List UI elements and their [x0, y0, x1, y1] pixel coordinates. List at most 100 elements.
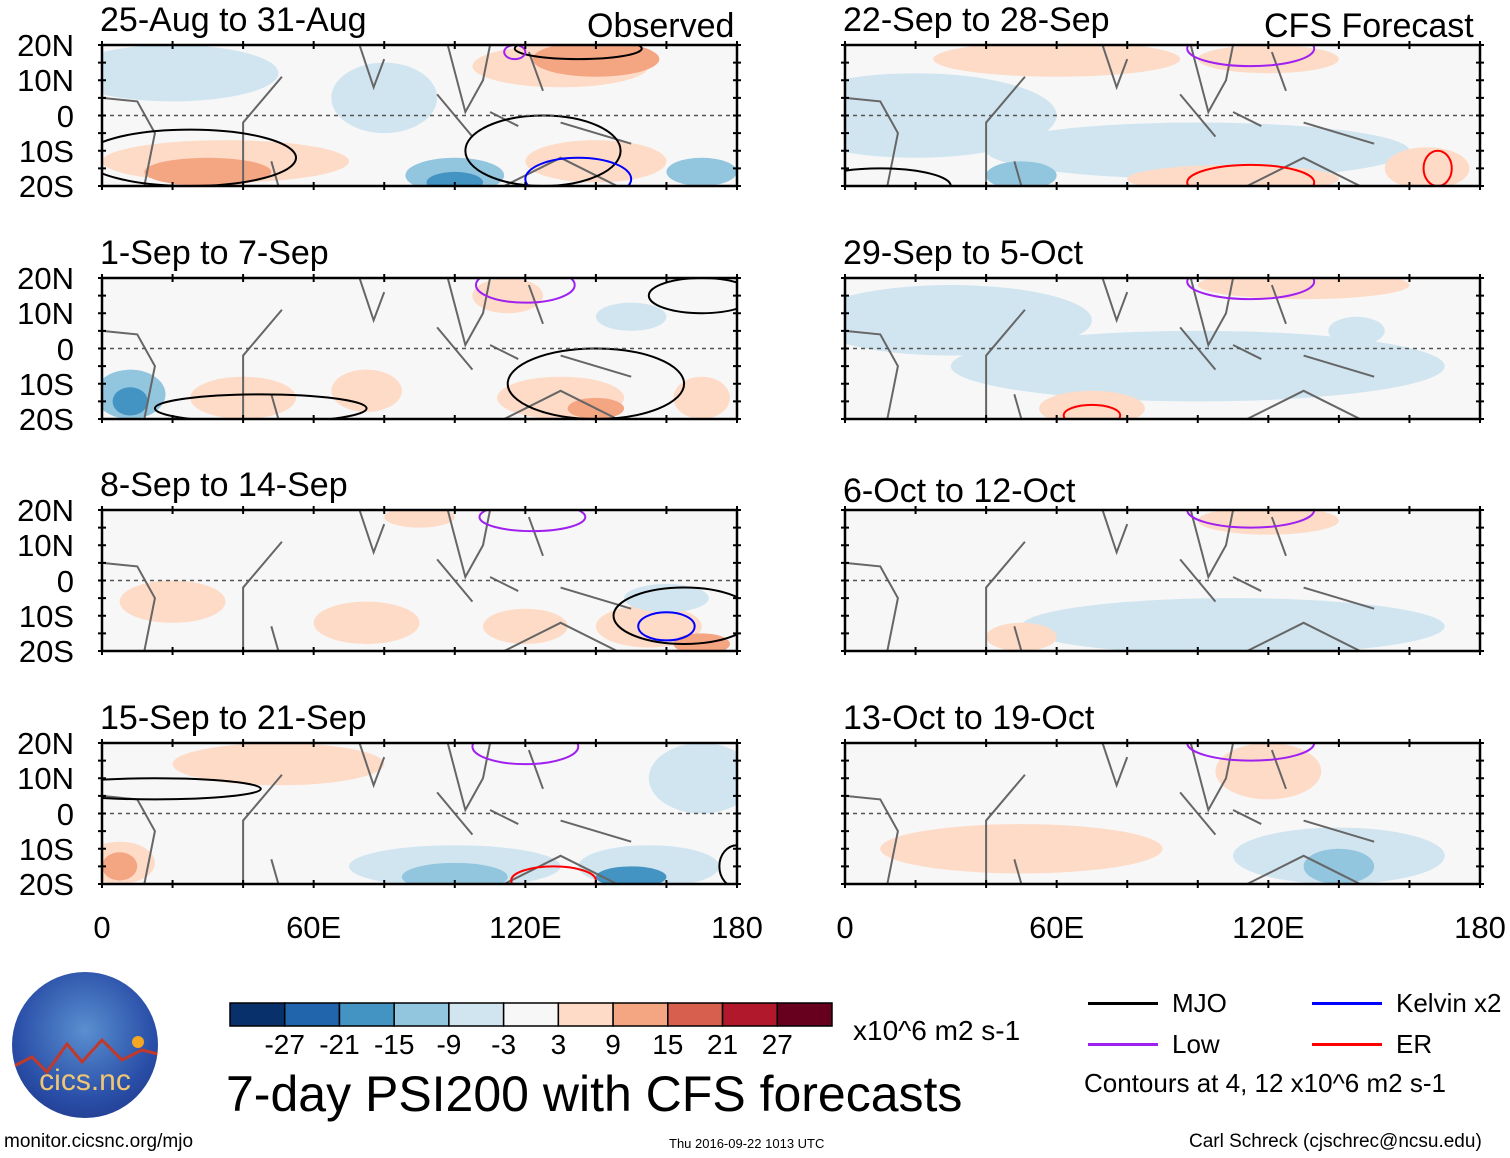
y-tick-label: 20N — [17, 493, 74, 528]
panel-title: 6-Oct to 12-Oct — [843, 472, 1076, 510]
contour-line — [102, 777, 262, 801]
panel-title: 25-Aug to 31-Aug — [100, 1, 367, 39]
legend-line — [1088, 1043, 1158, 1046]
legend-line — [1088, 1002, 1158, 1005]
map-panel — [845, 278, 1480, 419]
map-panel — [845, 510, 1480, 651]
anomaly-region — [986, 122, 1410, 179]
anomaly-region — [595, 866, 667, 884]
y-tick-label: 20S — [18, 169, 74, 204]
anomaly-region — [532, 45, 660, 77]
y-tick-label: 10N — [17, 296, 74, 332]
y-tick-label: 0 — [56, 98, 74, 134]
footer-credit: Carl Schreck (cjschrec@ncsu.edu) — [1189, 1131, 1482, 1152]
anomaly-region — [144, 157, 272, 186]
anomaly-region — [648, 743, 737, 814]
logo-text: cics.nc — [39, 1064, 131, 1097]
anomaly-region — [986, 161, 1057, 186]
map-panel — [845, 743, 1480, 884]
legend-line — [1312, 1043, 1382, 1046]
legend-line — [1312, 1002, 1382, 1005]
contour-line — [1186, 278, 1316, 301]
colorbar-tick-label: -3 — [491, 1029, 517, 1060]
anomaly-region — [331, 369, 402, 412]
colorbar-tick-label: 15 — [652, 1029, 684, 1060]
map-panel — [102, 278, 737, 419]
colorbar-units: x10^6 m2 s-1 — [853, 1015, 1021, 1046]
contour-line — [524, 156, 633, 186]
map-panel — [102, 510, 737, 651]
anomaly-region — [112, 387, 148, 416]
x-tick-label: 180 — [1454, 910, 1506, 945]
y-tick-label: 20N — [17, 726, 74, 761]
panel-title: 13-Oct to 19-Oct — [843, 699, 1095, 737]
anomaly-region — [595, 302, 667, 331]
anomaly-region — [331, 62, 438, 134]
contour-line — [637, 611, 696, 642]
anomaly-region — [845, 285, 1092, 356]
contour-line — [1186, 45, 1316, 68]
contour-line — [506, 347, 686, 419]
colorbar-tick-label: 21 — [706, 1029, 739, 1060]
contour-note: Contours at 4, 12 x10^6 m2 s-1 — [1084, 1068, 1446, 1098]
anomaly-region — [1328, 316, 1385, 345]
y-tick-label: 10N — [17, 761, 74, 797]
footer-url[interactable]: monitor.cicsnc.org/mjo — [4, 1131, 194, 1152]
anomaly-region — [401, 862, 508, 884]
panel-title: 29-Sep to 5-Oct — [843, 234, 1084, 272]
map-panel — [102, 45, 737, 186]
y-tick-label: 20N — [17, 261, 74, 296]
y-tick-label: 10S — [18, 598, 74, 634]
contour-line — [1186, 743, 1316, 762]
colorbar-tick-label: -21 — [319, 1029, 360, 1060]
y-tick-label: 20S — [18, 402, 74, 437]
legend-label: Kelvin x2 — [1396, 988, 1502, 1018]
colorbar-tick-label: 3 — [550, 1029, 567, 1060]
contour-line — [612, 586, 737, 645]
contour-line — [647, 278, 737, 315]
anomaly-region — [880, 824, 1163, 874]
y-tick-label: 10S — [18, 366, 74, 402]
anomaly-region — [525, 140, 667, 183]
y-tick-label: 10N — [17, 63, 74, 99]
cicsnc-logo: cics.nc — [12, 972, 158, 1118]
anomaly-region — [1384, 147, 1470, 186]
colorbar-tick-label: -15 — [373, 1029, 415, 1060]
anomaly-region — [384, 510, 455, 528]
colorbar-tick-label: -27 — [264, 1029, 305, 1060]
observed-label: Observed — [587, 7, 735, 45]
x-tick-label: 120E — [1232, 910, 1305, 945]
y-tick-label: 20N — [17, 28, 74, 63]
anomaly-region — [666, 157, 737, 186]
anomaly-region — [1039, 390, 1145, 419]
legend-label: Low — [1172, 1029, 1220, 1059]
anomaly-region — [472, 278, 543, 314]
anomaly-region — [426, 171, 483, 186]
anomaly-region — [1127, 164, 1339, 186]
contour-line — [1186, 163, 1316, 186]
anomaly-region — [1303, 848, 1375, 884]
panel-title: 15-Sep to 21-Sep — [100, 699, 367, 737]
anomaly-region — [624, 584, 709, 613]
anomaly-region — [313, 601, 420, 644]
forecast-label: CFS Forecast — [1264, 7, 1474, 45]
panel-title: 8-Sep to 14-Sep — [100, 466, 348, 504]
anomaly-region — [102, 45, 279, 102]
y-tick-label: 10S — [18, 831, 74, 867]
x-tick-label: 0 — [93, 910, 111, 945]
legend-label: MJO — [1172, 988, 1227, 1018]
panel-title: 22-Sep to 28-Sep — [843, 1, 1110, 39]
colorbar-tick-label: 9 — [605, 1029, 621, 1060]
x-tick-label: 0 — [836, 910, 854, 945]
anomaly-region — [673, 376, 730, 419]
anomaly-region — [595, 605, 702, 648]
y-tick-label: 0 — [56, 563, 74, 599]
contour-line — [471, 743, 580, 766]
colorbar-tick-label: -9 — [436, 1029, 462, 1060]
contour-line — [513, 45, 643, 61]
map-panel — [845, 45, 1480, 186]
contour-line — [474, 278, 576, 304]
anomaly-region — [933, 45, 1181, 77]
contour-line — [102, 128, 297, 186]
